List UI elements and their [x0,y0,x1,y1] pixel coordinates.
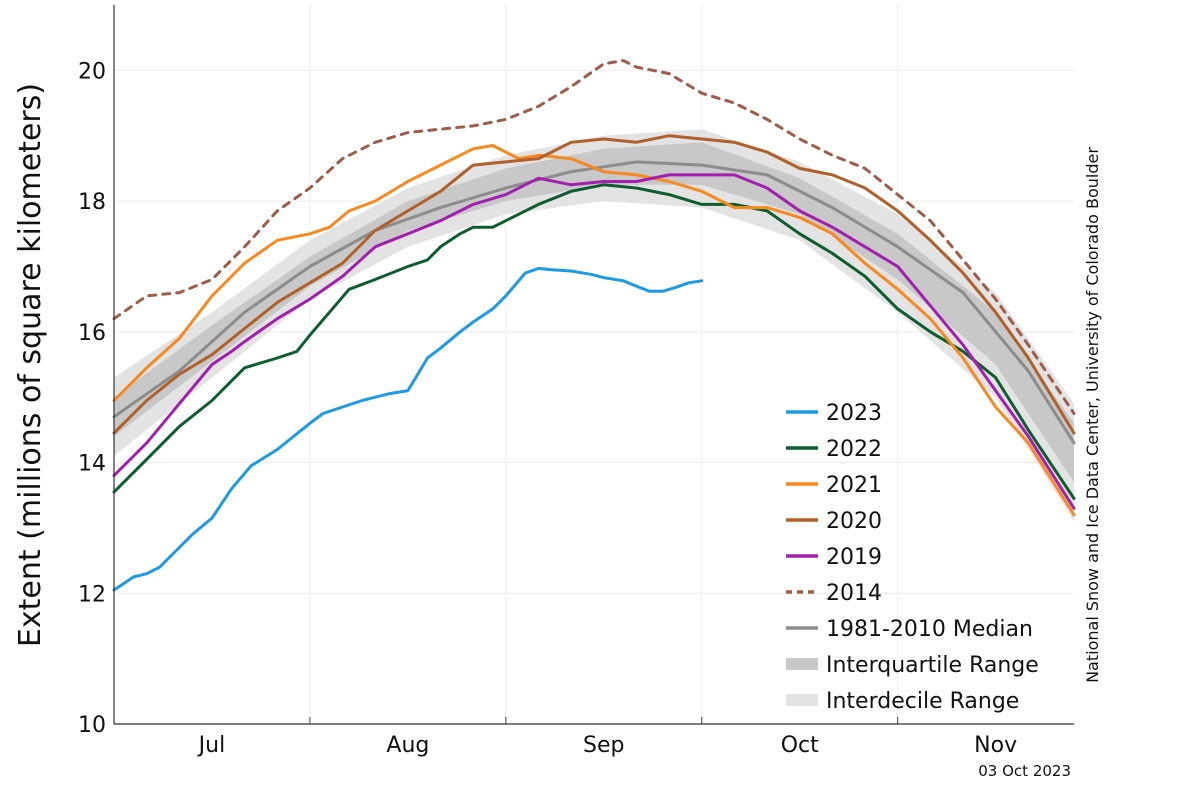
x-tick-label-sep: Sep [583,733,624,758]
series-line-2021 [112,144,1076,517]
x-tick-label-jul: Jul [197,733,226,758]
credit-text: National Snow and Ice Data Center, Unive… [1083,147,1102,683]
legend: 2023 2022 2021 2020 2019 2014 1981-2010 Median… [786,401,1039,714]
x-tick-label-aug: Aug [386,733,429,758]
series-line-1981-2010-median [112,160,1076,445]
legend-label-interquartile-range: Interquartile Range [826,653,1039,678]
axes: 10 12 14 16 18 20 Jul Aug Sep Oct Nov [78,5,1074,758]
legend-label-2014: 2014 [826,581,882,606]
y-tick-label-16: 16 [78,321,106,346]
series-line-2020 [112,134,1076,435]
legend-label-2023: 2023 [826,401,882,426]
x-tick-label-oct: Oct [781,733,819,758]
legend-swatch-interdecile-range [786,694,818,706]
legend-label-2020: 2020 [826,509,882,534]
y-tick-label-10: 10 [78,713,106,738]
y-tick-label-14: 14 [78,452,106,477]
legend-swatch-interquartile-range [786,658,818,670]
series-line-2023 [112,266,704,592]
legend-label-2021: 2021 [826,473,882,498]
x-tick-label-nov: Nov [974,733,1017,758]
legend-label-2019: 2019 [826,545,882,570]
series-lines [112,59,1076,592]
date-stamp: 03 Oct 2023 [978,762,1071,780]
y-tick-label-18: 18 [78,190,106,215]
y-tick-label-12: 12 [78,582,106,607]
y-tick-label-20: 20 [78,59,106,84]
series-line-2022 [112,183,1076,500]
y-axis-label: Extent (millions of square kilometers) [13,83,48,647]
legend-label-interdecile-range: Interdecile Range [826,689,1019,714]
series-line-2014 [112,59,1076,415]
legend-label-1981-2010-median: 1981-2010 Median [826,617,1033,642]
legend-label-2022: 2022 [826,437,882,462]
series-line-2019 [112,173,1076,510]
